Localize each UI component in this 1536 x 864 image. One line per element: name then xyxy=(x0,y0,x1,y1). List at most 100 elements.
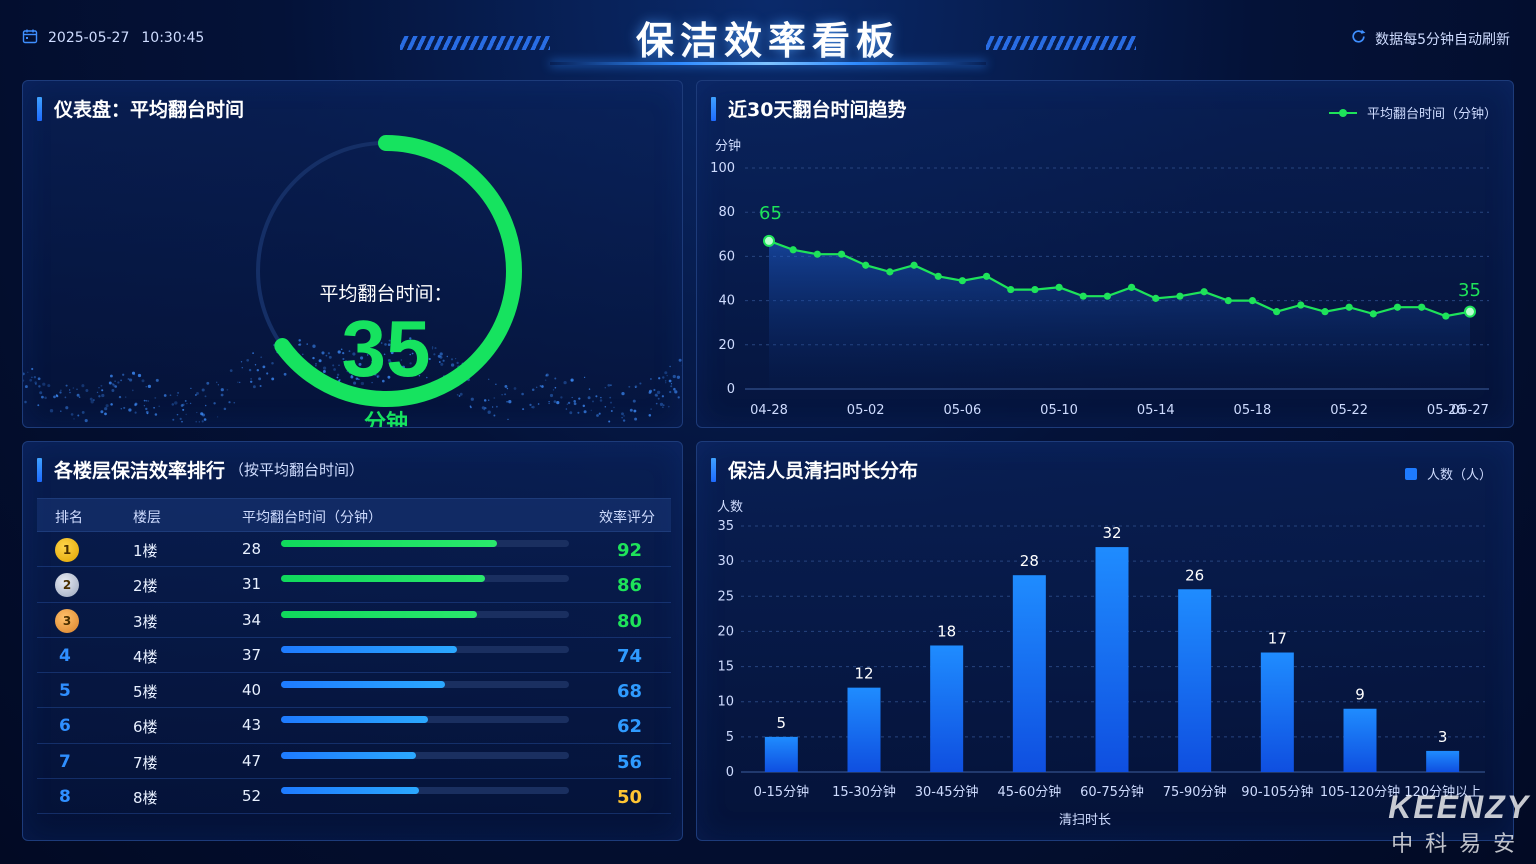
trend-data-point[interactable] xyxy=(886,268,894,276)
trend-data-point[interactable] xyxy=(1055,283,1063,291)
trend-data-point[interactable] xyxy=(1152,294,1160,302)
particle-dot xyxy=(69,391,71,394)
particle-dot xyxy=(220,393,224,397)
header-time[interactable]: 平均翻台时间（分钟） xyxy=(242,510,382,526)
particle-dot xyxy=(27,371,29,373)
trend-data-point[interactable] xyxy=(910,261,918,269)
trend-data-point[interactable] xyxy=(1418,303,1426,311)
particle-dot xyxy=(656,390,661,395)
header-rank[interactable]: 排名 xyxy=(55,510,83,526)
particle-dot xyxy=(613,406,615,409)
floor-name: 6楼 xyxy=(133,718,158,737)
trend-data-point[interactable] xyxy=(982,272,991,280)
trend-data-point[interactable] xyxy=(1248,297,1257,305)
refresh-icon[interactable] xyxy=(1350,28,1367,49)
distribution-bar[interactable] xyxy=(764,736,798,772)
particle-dot xyxy=(409,353,411,356)
trend-data-point[interactable] xyxy=(1127,283,1136,291)
particle-dot xyxy=(387,358,391,362)
trend-data-point[interactable] xyxy=(1200,288,1208,296)
trend-data-point[interactable] xyxy=(958,277,966,285)
table-row[interactable]: 4 4楼 37 74 xyxy=(37,638,671,674)
distribution-bar[interactable] xyxy=(847,687,881,772)
distribution-bar[interactable] xyxy=(1012,575,1046,772)
particle-dot xyxy=(129,378,133,382)
trend-data-point[interactable] xyxy=(1464,305,1476,318)
progress-fill xyxy=(281,681,446,689)
particle-dot xyxy=(634,386,637,388)
particle-dot xyxy=(196,411,198,414)
header-floor[interactable]: 楼层 xyxy=(133,510,161,526)
particle-dot xyxy=(155,378,159,382)
trend-data-point[interactable] xyxy=(1321,308,1329,316)
distribution-legend[interactable]: 人数（人） xyxy=(1405,464,1492,483)
distribution-bar[interactable] xyxy=(1343,708,1377,772)
particle-dot xyxy=(649,378,652,380)
trend-data-point[interactable] xyxy=(763,234,775,247)
particle-dot xyxy=(108,381,112,385)
trend-data-point[interactable] xyxy=(1224,297,1232,305)
y-tick-label: 0 xyxy=(727,382,735,397)
distribution-bar[interactable] xyxy=(930,645,964,772)
table-row[interactable]: 3 3楼 34 80 xyxy=(37,603,671,638)
trend-data-point[interactable] xyxy=(813,250,821,258)
turnover-time: 37 xyxy=(242,645,262,664)
particle-dot xyxy=(599,399,603,402)
distribution-bar[interactable] xyxy=(1178,589,1212,772)
trend-data-point[interactable] xyxy=(1345,303,1353,311)
trend-data-point[interactable] xyxy=(1176,292,1184,300)
table-row[interactable]: 5 5楼 40 68 xyxy=(37,673,671,709)
trend-data-point[interactable] xyxy=(1273,308,1281,316)
table-row[interactable]: 6 6楼 43 62 xyxy=(37,708,671,744)
trend-data-point[interactable] xyxy=(789,246,797,254)
particle-dot xyxy=(390,361,392,363)
trend-data-point[interactable] xyxy=(1103,292,1112,300)
header-score[interactable]: 效率评分 xyxy=(599,510,655,526)
particle-dot xyxy=(439,355,443,359)
particle-dot xyxy=(266,372,269,375)
table-row[interactable]: 7 7楼 47 56 xyxy=(37,744,671,780)
datetime: 2025-05-27 10:30:45 xyxy=(22,28,204,48)
particle-dot xyxy=(672,374,676,379)
trend-data-point[interactable] xyxy=(1442,312,1450,320)
particle-dot xyxy=(504,393,507,396)
particle-dot xyxy=(322,370,326,373)
trend-data-point[interactable] xyxy=(1007,285,1015,294)
trend-data-point[interactable] xyxy=(934,272,942,280)
particle-dot xyxy=(487,410,491,414)
particle-dot xyxy=(348,350,351,353)
particle-dot xyxy=(171,403,175,406)
particle-dot xyxy=(425,355,427,357)
y-axis-title: 人数 xyxy=(717,500,743,515)
trend-legend[interactable]: 平均翻台时间（分钟） xyxy=(1329,103,1497,122)
table-row[interactable]: 8 8楼 52 50 xyxy=(37,779,671,815)
particle-dot xyxy=(677,396,680,399)
refresh-indicator[interactable]: 数据每5分钟自动刷新 xyxy=(1350,28,1510,49)
trend-data-point[interactable] xyxy=(1393,303,1402,311)
floor-name: 7楼 xyxy=(133,753,158,772)
table-row[interactable]: 1 1楼 28 92 xyxy=(37,532,671,568)
trend-data-point[interactable] xyxy=(1079,292,1087,300)
particle-dot xyxy=(180,404,184,407)
particle-dot xyxy=(101,389,104,392)
particle-dot xyxy=(315,363,317,365)
trend-data-point[interactable] xyxy=(1297,301,1305,309)
distribution-bar[interactable] xyxy=(1095,547,1129,772)
particle-dot xyxy=(560,396,563,399)
trend-data-point[interactable] xyxy=(1369,310,1377,318)
particle-dot xyxy=(678,358,682,362)
trend-data-point[interactable] xyxy=(837,250,846,258)
rank-medal-icon: 3 xyxy=(55,608,79,633)
efficiency-score: 92 xyxy=(617,540,643,561)
distribution-bar[interactable] xyxy=(1260,652,1294,772)
distribution-bar[interactable] xyxy=(1426,750,1460,772)
particle-dot xyxy=(216,416,219,418)
particle-dot xyxy=(409,337,412,340)
current-time: 10:30:45 xyxy=(141,30,205,46)
table-row[interactable]: 2 2楼 31 86 xyxy=(37,567,671,603)
particle-dot xyxy=(241,366,244,369)
trend-data-point[interactable] xyxy=(1031,285,1039,294)
bar-value-label: 32 xyxy=(1102,524,1121,542)
turnover-time: 47 xyxy=(242,751,262,770)
trend-data-point[interactable] xyxy=(862,261,870,269)
